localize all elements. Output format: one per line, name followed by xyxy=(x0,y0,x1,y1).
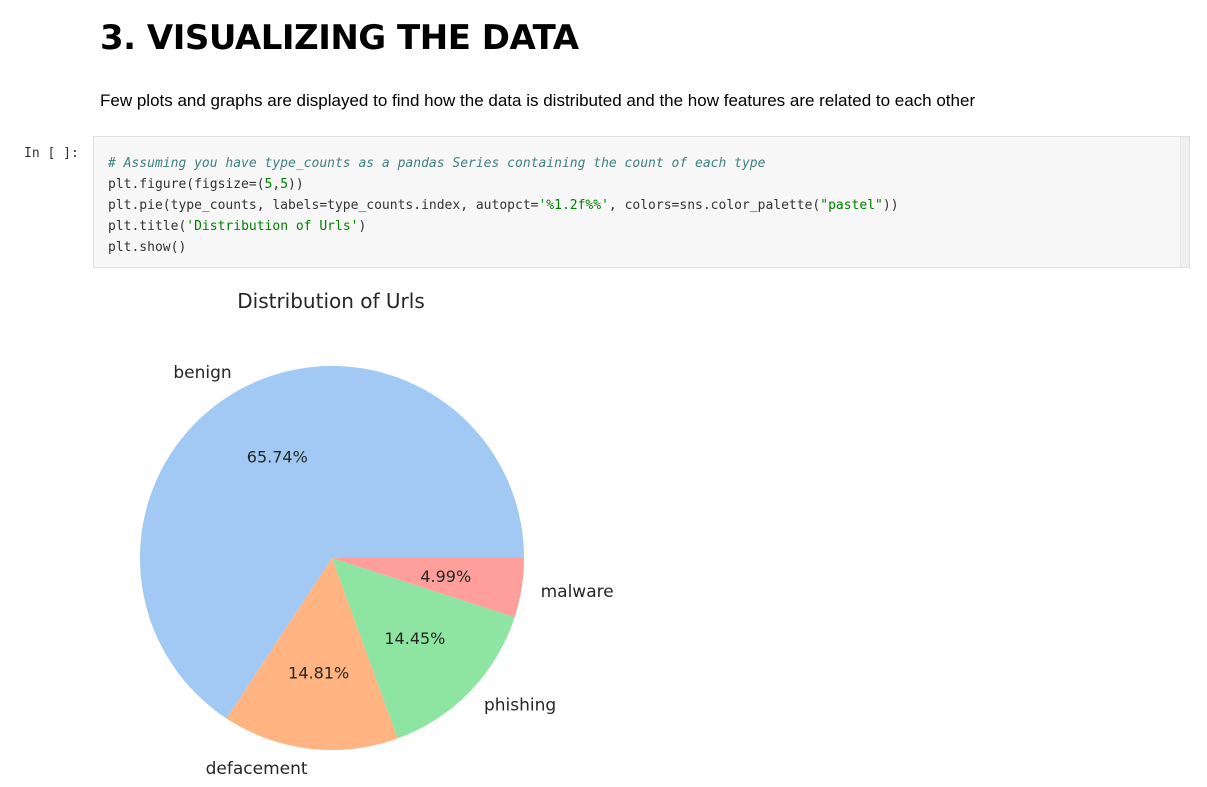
chart-title: Distribution of Urls xyxy=(237,289,425,313)
pie-value-label-defacement: 14.81% xyxy=(288,663,349,682)
pie-category-label-phishing: phishing xyxy=(484,696,556,716)
code-cell-scrollbar[interactable] xyxy=(1180,137,1189,267)
pie-category-label-benign: benign xyxy=(173,363,231,383)
code-line-pie: plt.pie(type_counts, labels=type_counts.… xyxy=(108,198,899,213)
pie-slice-phishing xyxy=(332,558,515,739)
code-block[interactable]: # Assuming you have type_counts as a pan… xyxy=(108,153,899,258)
cell-prompt: In [ ]: xyxy=(24,146,79,161)
pie-slice-malware xyxy=(332,558,524,618)
pie-value-label-malware: 4.99% xyxy=(420,567,471,586)
cell-output: Distribution of Urls 65.74% benign 14.81% d… xyxy=(100,278,660,783)
pie-labels: 65.74% benign 14.81% defacement 14.45% phishi… xyxy=(173,363,613,779)
pie-slices xyxy=(140,366,524,750)
code-line-title: plt.title('Distribution of Urls') xyxy=(108,219,367,234)
pie-value-label-benign: 65.74% xyxy=(247,448,308,467)
code-line-comment: # Assuming you have type_counts as a pan… xyxy=(108,156,766,171)
pie-slice-benign xyxy=(140,366,524,719)
markdown-intro-text: Few plots and graphs are displayed to fi… xyxy=(100,91,976,110)
pie-category-label-malware: malware xyxy=(541,582,614,602)
pie-chart: Distribution of Urls 65.74% benign 14.81% d… xyxy=(140,289,614,779)
code-cell-editor[interactable]: # Assuming you have type_counts as a pan… xyxy=(93,136,1190,268)
markdown-heading: 3. VISUALIZING THE DATA xyxy=(100,18,579,58)
code-line-show: plt.show() xyxy=(108,240,187,255)
pie-value-label-phishing: 14.45% xyxy=(384,629,445,648)
pie-slice-defacement xyxy=(226,558,398,750)
pie-category-label-defacement: defacement xyxy=(206,759,308,779)
code-line-figure: plt.figure(figsize=(5,5)) xyxy=(108,177,304,192)
